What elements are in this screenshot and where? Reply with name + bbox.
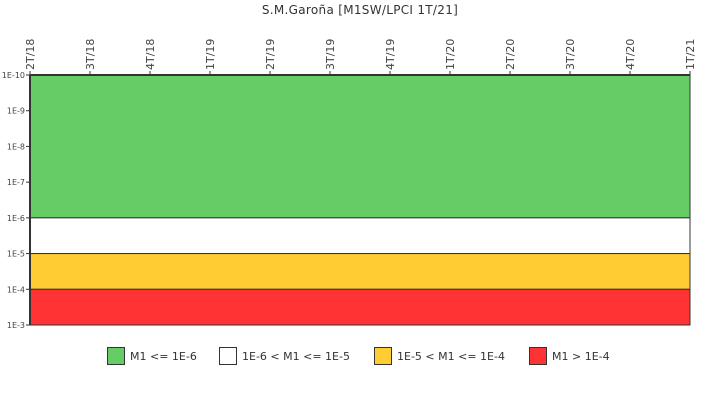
x-tick-label: 3T/18 xyxy=(84,39,97,70)
x-tick-label: 2T/18 xyxy=(24,39,37,70)
legend-swatch-yellow xyxy=(374,347,392,365)
x-tick-label: 4T/19 xyxy=(384,39,397,70)
y-tick-label: 1E-7 xyxy=(7,178,25,187)
x-tick-label: 2T/20 xyxy=(504,39,517,70)
x-tick-label: 3T/19 xyxy=(324,39,337,70)
legend-item-white: 1E-6 < M1 <= 1E-5 xyxy=(219,345,350,367)
y-tick-label: 1E-5 xyxy=(7,250,25,259)
legend-item-yellow: 1E-5 < M1 <= 1E-4 xyxy=(374,345,505,367)
chart-legend: M1 <= 1E-6 1E-6 < M1 <= 1E-5 1E-5 < M1 <… xyxy=(0,345,720,367)
x-tick-label: 1T/19 xyxy=(204,39,217,70)
x-tick-label: 1T/21 xyxy=(684,39,697,70)
x-tick-label: 2T/19 xyxy=(264,39,277,70)
y-tick-label: 1E-10 xyxy=(2,71,25,80)
y-tick-label: 1E-3 xyxy=(7,321,25,330)
legend-swatch-red xyxy=(529,347,547,365)
x-tick-label: 1T/20 xyxy=(444,39,457,70)
legend-label: M1 > 1E-4 xyxy=(552,349,610,363)
legend-item-green: M1 <= 1E-6 xyxy=(107,345,197,367)
y-tick-label: 1E-4 xyxy=(7,285,25,294)
legend-swatch-green xyxy=(107,347,125,365)
legend-label: M1 <= 1E-6 xyxy=(130,349,197,363)
chart-title: S.M.Garoña [M1SW/LPCI 1T/21] xyxy=(261,3,459,17)
x-tick-label: 3T/20 xyxy=(564,39,577,70)
legend-label: 1E-6 < M1 <= 1E-5 xyxy=(242,349,350,363)
band-3 xyxy=(29,288,691,326)
legend-label: 1E-5 < M1 <= 1E-4 xyxy=(397,349,505,363)
band-0 xyxy=(29,74,691,219)
y-tick-label: 1E-8 xyxy=(7,142,25,151)
y-tick-label: 1E-6 xyxy=(7,214,25,223)
x-tick-label: 4T/18 xyxy=(144,39,157,70)
y-tick-label: 1E-9 xyxy=(7,107,25,116)
legend-item-red: M1 > 1E-4 xyxy=(529,345,610,367)
legend-swatch-white xyxy=(219,347,237,365)
x-tick-label: 4T/20 xyxy=(624,39,637,70)
band-1 xyxy=(29,217,691,255)
band-2 xyxy=(29,253,691,290)
